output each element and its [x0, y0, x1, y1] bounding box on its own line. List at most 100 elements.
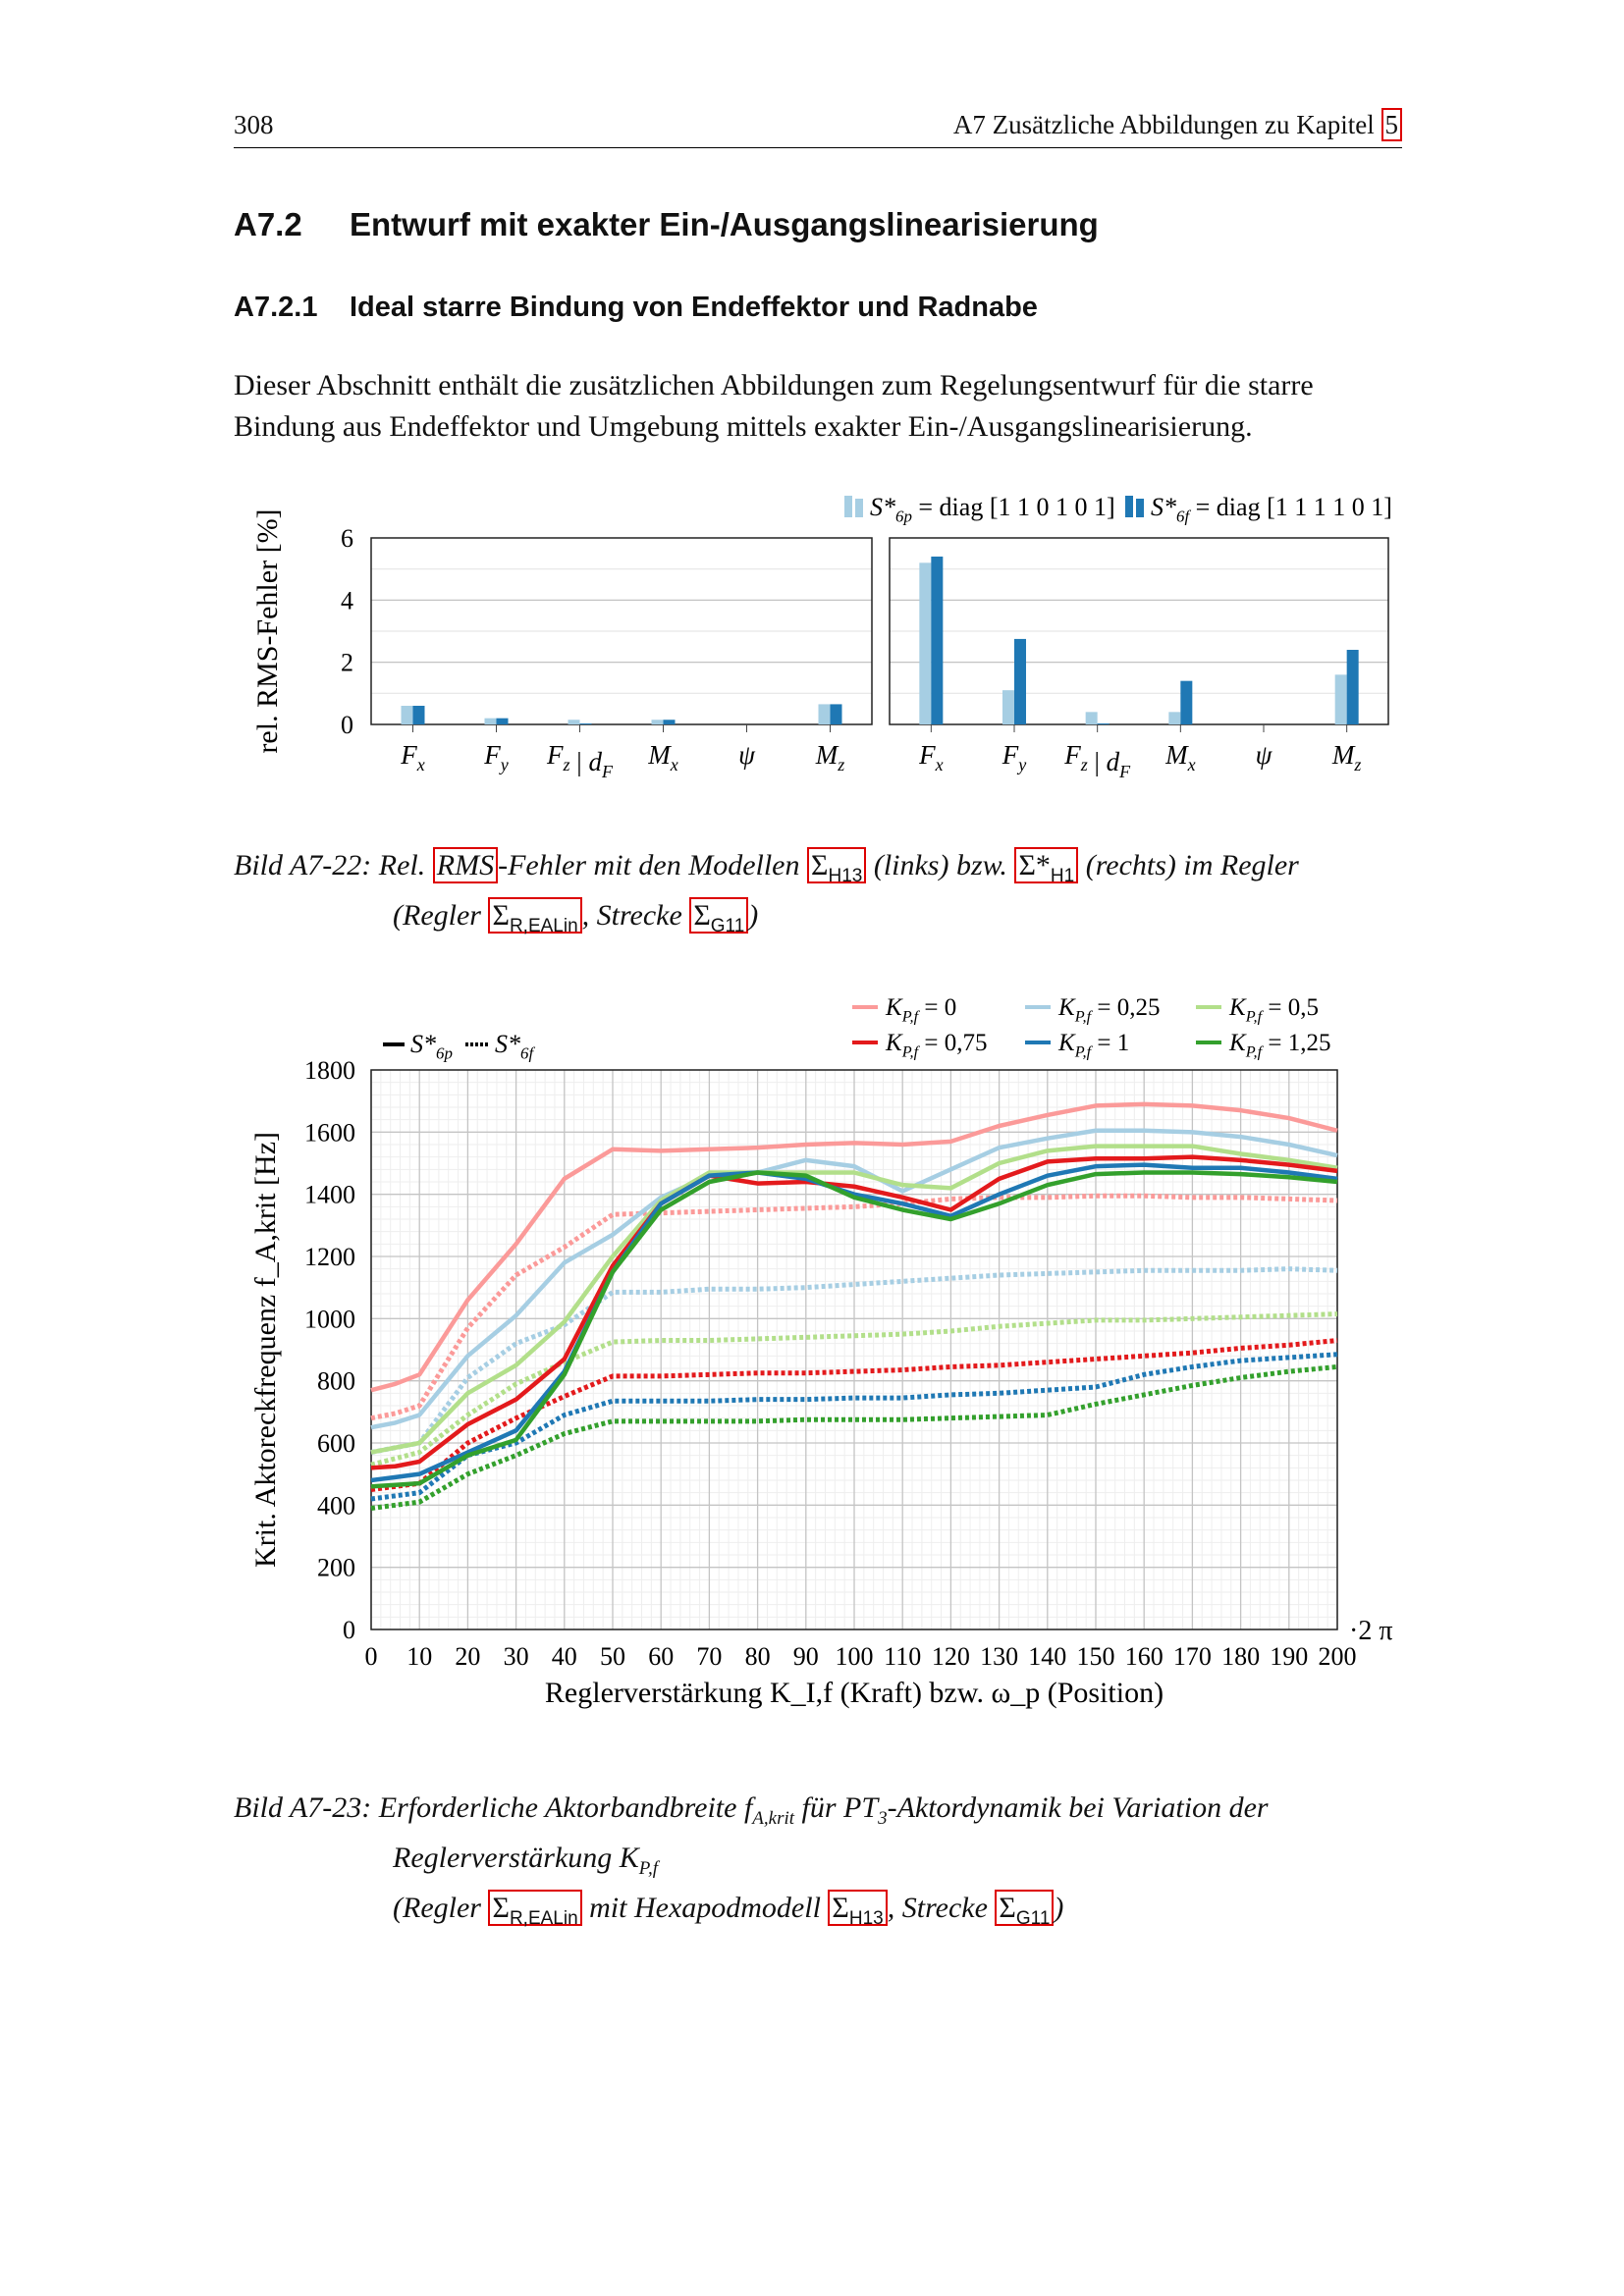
caption-text: (rechts) im Regler [1085, 849, 1299, 881]
series-line-dotted [370, 1363, 1338, 1511]
legend-label: KP,f = 0,5 [1228, 994, 1319, 1025]
running-header: A7 Zusätzliche Abbildungen zu Kapitel 5 [953, 108, 1402, 141]
caption-text: -Aktordynamik bei Variation der [887, 1791, 1269, 1824]
y-tick-label: 1400 [304, 1181, 355, 1209]
x-tick-label: 160 [1125, 1642, 1164, 1671]
x-tick-label: 30 [504, 1642, 529, 1671]
x-tick-label: 110 [884, 1642, 921, 1671]
x-tick-label: 40 [552, 1642, 577, 1671]
caption-text: (links) bzw. [873, 849, 1007, 881]
caption-text: -Fehler mit den Modellen [498, 849, 800, 881]
series-line-solid [370, 1101, 1338, 1393]
sigma-g11-link[interactable]: ΣG11 [689, 897, 749, 936]
x-tick-label: Mz [1331, 740, 1362, 774]
bar [931, 557, 944, 724]
sigma-realin-link[interactable]: ΣR,EALin [488, 1890, 582, 1929]
bar [1097, 723, 1110, 724]
x-tick-label: Fx [400, 740, 425, 774]
bar [412, 706, 425, 724]
series-line-dotted [370, 1311, 1338, 1468]
chapter-link[interactable]: 5 [1380, 108, 1402, 141]
bar [1014, 638, 1026, 724]
sigma-h1-link[interactable]: Σ*H1 [1014, 847, 1079, 886]
series-line-dotted [370, 1338, 1338, 1492]
x-tick-label: ψ [1256, 740, 1273, 770]
y-tick-label: 800 [317, 1367, 355, 1396]
legend-swatch [1136, 499, 1144, 517]
figure2-caption: Bild A7-23: Erforderliche Aktorbandbreit… [234, 1791, 1269, 1929]
caption-sub: 3 [878, 1808, 888, 1829]
bar [663, 720, 676, 724]
legend-label: KP,f = 0 [885, 994, 956, 1025]
caption-symbol-sub: A,krit [752, 1808, 795, 1829]
header-rule [234, 147, 1402, 148]
x-tick-label: 50 [600, 1642, 625, 1671]
legend-swatch [844, 496, 852, 517]
sigma-realin-link[interactable]: ΣR,EALin [488, 897, 582, 936]
panel-frame [370, 537, 873, 725]
sigma-g11-link[interactable]: ΣG11 [995, 1890, 1055, 1929]
caption-text: ) [748, 899, 759, 932]
bar [496, 718, 509, 724]
page-number: 308 [234, 110, 274, 139]
x-tick-label: 200 [1319, 1642, 1357, 1671]
x-tick-label: 180 [1221, 1642, 1260, 1671]
x-tick-label: 90 [793, 1642, 819, 1671]
y-axis-label: rel. RMS-Fehler [%] [251, 508, 284, 753]
rms-error-bar-chart: rel. RMS-Fehler [%] 0 2 4 6 Fx Fy Fz | dF Mx ψ Mz F… [251, 493, 1392, 781]
x-tick-label: Fy [1001, 740, 1027, 774]
caption-text: Reglerverstärkung K [393, 1842, 639, 1874]
caption-text: Erforderliche Aktorbandbreite [378, 1791, 737, 1824]
legend-swatch [855, 499, 863, 517]
bar [1002, 690, 1014, 724]
legend-label: S*6f [495, 1030, 535, 1063]
x-tick-label: Mx [647, 740, 678, 774]
bar [568, 720, 580, 724]
x-tick-label: 10 [406, 1642, 432, 1671]
sigma-h13-link[interactable]: ΣH13 [807, 847, 867, 886]
y-tick-label: 400 [317, 1491, 355, 1520]
x-tick-label: 140 [1028, 1642, 1066, 1671]
x-tick-label: Fy [483, 740, 509, 774]
legend-label: KP,f = 0,25 [1057, 994, 1160, 1025]
x-tick-label: Fz | dF [546, 740, 614, 781]
y-tick-label: 1800 [304, 1056, 355, 1085]
figure1-caption: Bild A7-22: Rel. RMS -Fehler mit den Mode… [234, 847, 1299, 936]
x-axis-label: Reglerverstärkung K_I,f (Kraft) bzw. ω_p… [545, 1677, 1164, 1709]
legend-label: S*6f = diag [1 1 1 1 0 1] [1151, 493, 1392, 526]
legend-label: KP,f = 1,25 [1228, 1030, 1330, 1060]
x-tick-label: 190 [1270, 1642, 1308, 1671]
y-tick-label: 600 [317, 1429, 355, 1458]
series-line-solid [370, 1128, 1338, 1430]
caption-label: Bild A7-22 [234, 849, 362, 881]
y-tick-label: 0 [343, 1616, 355, 1644]
legend-label: S*6p = diag [1 1 0 1 0 1] [870, 493, 1115, 526]
bar [401, 706, 413, 724]
x-tick-label: Fx [918, 740, 944, 774]
caption-text: , Strecke [581, 899, 682, 932]
x-tick-label: 80 [745, 1642, 771, 1671]
x-tick-label: Mz [815, 740, 845, 774]
body-paragraph: Dieser Abschnitt enthält die zusätzliche… [234, 369, 1314, 443]
caption-text: ) [1054, 1892, 1064, 1924]
legend-label: S*6p [410, 1030, 453, 1063]
caption-text: mit Hexapodmodell [589, 1892, 821, 1924]
caption-symbol: f [743, 1791, 753, 1824]
caption-label: Bild A7-23 [234, 1791, 362, 1824]
y-axis-label: Krit. Aktoreckfrequenz f_A,krit [Hz] [249, 1132, 282, 1568]
section-heading: A7.2 Entwurf mit exakter Ein-/Ausgangslin… [234, 206, 1099, 243]
actuator-frequency-line-chart: 0 10 20 30 40 50 60 70 80 90 100 110 120 130 140 150 160… [249, 994, 1392, 1709]
panel-frame [889, 537, 1389, 725]
series-line-solid [370, 1170, 1338, 1489]
bar [1180, 680, 1193, 724]
y-tick-label: 6 [341, 524, 353, 553]
legend-swatch [1125, 496, 1133, 517]
subsection-number: A7.2.1 [234, 292, 318, 323]
x-unit-suffix: ·2 π [1349, 1616, 1392, 1646]
caption-text: (Regler [393, 1892, 481, 1924]
x-tick-label: Fz | dF [1063, 740, 1131, 781]
rms-link[interactable]: RMS [432, 847, 499, 883]
sigma-h13-link[interactable]: ΣH13 [828, 1890, 888, 1929]
bar [1168, 712, 1181, 724]
